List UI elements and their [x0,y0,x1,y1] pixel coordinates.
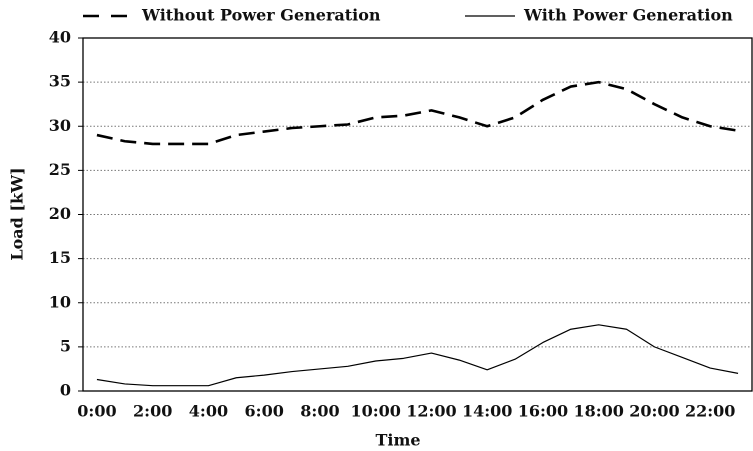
plot-frame [82,37,753,392]
x-tick-label: 2:00 [133,402,172,421]
x-tick-label: 14:00 [462,402,512,421]
x-tick-label: 22:00 [685,402,735,421]
y-axis-label: Load [kW] [8,167,27,260]
legend-label: With Power Generation [523,6,733,25]
legend-label: Without Power Generation [141,6,381,25]
y-tick-label: 25 [49,160,71,179]
line [96,324,739,387]
x-tick-label: 4:00 [189,402,228,421]
line [96,80,739,146]
x-tick-label: 12:00 [406,402,456,421]
x-tick-label: 16:00 [518,402,568,421]
y-tick-label: 15 [49,248,71,267]
y-tick-label: 35 [49,72,71,91]
y-tick-label: 5 [60,336,71,355]
y-tick-label: 40 [49,28,71,47]
x-tick-label: 10:00 [350,402,400,421]
y-tick-label: 10 [49,292,71,311]
y-tick-label: 20 [49,204,71,223]
x-tick-label: 20:00 [629,402,679,421]
x-axis-label: Time [375,431,420,450]
x-tick-label: 0:00 [77,402,116,421]
y-tick-label: 30 [49,116,71,135]
y-tick-label: 0 [60,381,71,400]
x-tick-label: 8:00 [300,402,339,421]
x-tick-label: 6:00 [245,402,284,421]
x-tick-label: 18:00 [573,402,623,421]
